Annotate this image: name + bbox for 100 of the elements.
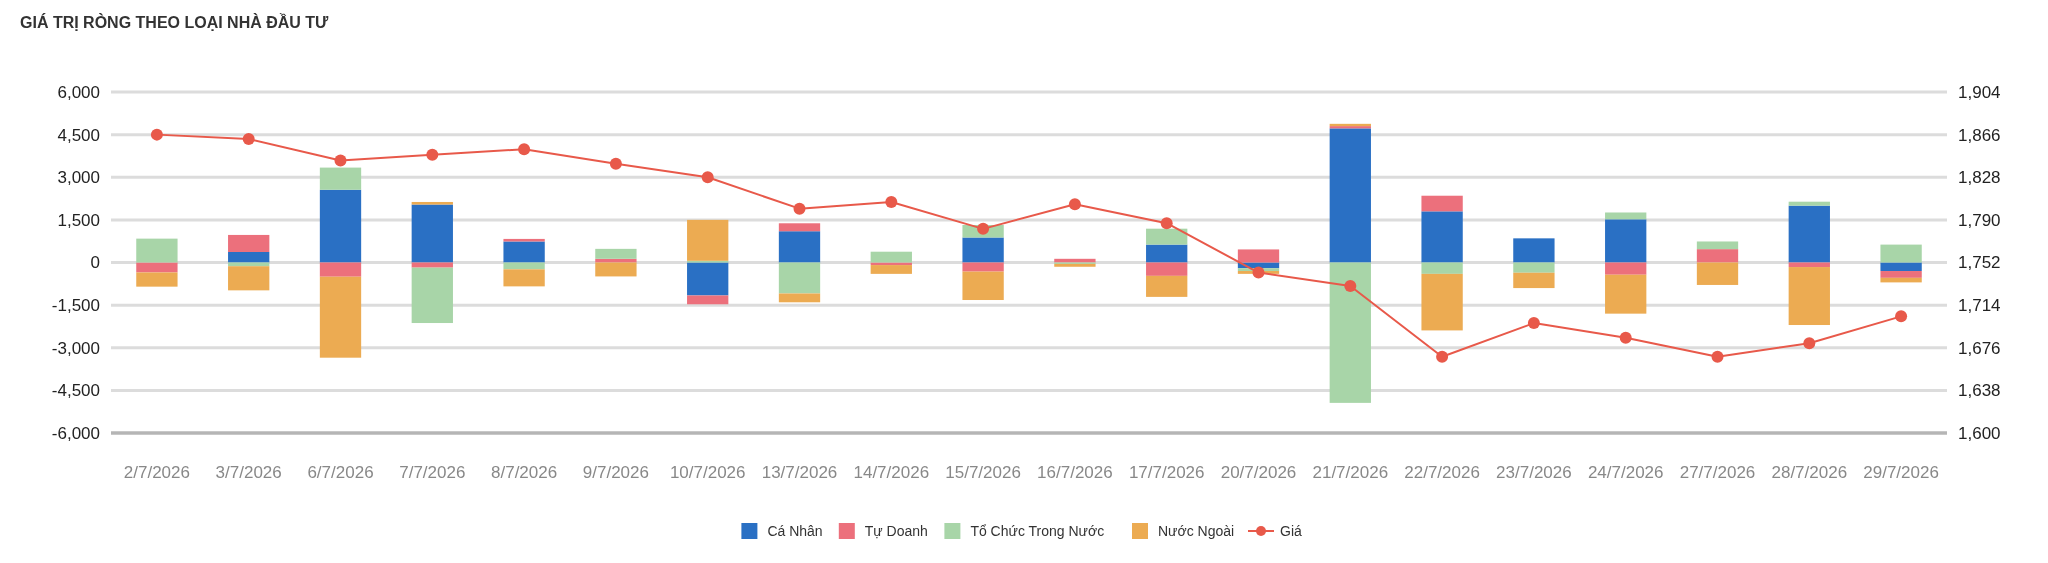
bar: [1880, 271, 1922, 278]
bar: [1605, 274, 1647, 314]
x-tick-label: 13/7/2026: [761, 463, 838, 482]
bar: [411, 201, 453, 205]
point: [426, 148, 439, 161]
y2-tick-label: 1,752: [1958, 253, 2001, 273]
y2-tick-label: 1,714: [1958, 296, 2001, 316]
y2-tick-label: 1,600: [1958, 423, 2001, 443]
bar: [411, 204, 453, 263]
legend-label: Cá Nhân: [767, 522, 823, 539]
point: [150, 128, 163, 141]
chart-title: GIÁ TRỊ RÒNG THEO LOẠI NHÀ ĐẦU TƯ: [20, 13, 330, 31]
bar: [136, 238, 178, 263]
bar: [1880, 262, 1922, 272]
legend-label: Tự Doanh: [864, 522, 928, 539]
point: [242, 133, 255, 146]
x-tick-label: 15/7/2026: [945, 463, 1021, 482]
bar: [228, 251, 270, 263]
bar: [1513, 262, 1555, 273]
bar: [1788, 267, 1830, 326]
point: [1527, 317, 1540, 330]
bar: [1696, 249, 1739, 263]
x-tick-label: 23/7/2026: [1496, 463, 1572, 482]
y2-tick-label: 1,828: [1958, 168, 2001, 188]
point: [1895, 310, 1908, 323]
bar: [1880, 244, 1922, 263]
bar: [1054, 258, 1096, 263]
x-tick-label: 27/7/2026: [1679, 463, 1756, 482]
bar: [962, 262, 1004, 272]
point: [1252, 266, 1265, 279]
bar: [411, 267, 453, 324]
point: [977, 222, 990, 235]
bar: [1605, 219, 1647, 263]
bar: [1513, 238, 1555, 263]
x-tick-label: 10/7/2026: [669, 463, 746, 482]
bar: [778, 293, 821, 303]
bar: [595, 262, 637, 277]
bar: [1421, 262, 1463, 274]
bar: [1605, 212, 1647, 220]
bar: [1696, 262, 1739, 285]
bar: [1605, 262, 1647, 275]
x-tick-label: 6/7/2026: [307, 463, 374, 482]
x-tick-label: 16/7/2026: [1037, 463, 1113, 482]
bar: [1237, 249, 1280, 263]
x-tick-label: 28/7/2026: [1771, 463, 1848, 482]
point: [885, 195, 898, 208]
point: [1068, 198, 1081, 211]
y2-tick-label: 1,790: [1958, 210, 2001, 230]
bar: [1329, 128, 1371, 263]
bar: [870, 251, 912, 263]
bar: [870, 265, 912, 274]
y-tick-label: 4,500: [57, 125, 100, 145]
bar: [1329, 262, 1371, 403]
point: [1160, 217, 1173, 230]
point: [1711, 350, 1724, 363]
x-tick-label: 9/7/2026: [582, 463, 649, 482]
bar: [503, 269, 545, 287]
bar: [1421, 273, 1463, 331]
y-tick-label: 1,500: [57, 210, 100, 230]
point: [701, 171, 714, 184]
y2-tick-label: 1,866: [1958, 125, 2001, 145]
y-tick-label: -4,500: [51, 381, 100, 401]
bar: [1788, 205, 1830, 263]
bar: [319, 189, 362, 263]
bar: [319, 276, 362, 358]
x-tick-label: 21/7/2026: [1312, 463, 1389, 482]
bar: [136, 272, 178, 287]
bar: [319, 167, 362, 190]
bar: [411, 262, 453, 268]
x-tick-label: 24/7/2026: [1587, 463, 1664, 482]
y2-tick-label: 1,676: [1958, 338, 2001, 358]
x-tick-label: 2/7/2026: [123, 463, 190, 482]
y-tick-label: 0: [90, 253, 100, 273]
point: [793, 202, 806, 215]
point: [334, 154, 347, 167]
y-tick-label: -1,500: [51, 296, 100, 316]
x-tick-label: 8/7/2026: [491, 463, 558, 482]
y-tick-label: -3,000: [51, 338, 100, 358]
point: [1619, 331, 1632, 344]
point: [1803, 337, 1816, 350]
bar: [687, 262, 729, 296]
y-tick-label: 6,000: [57, 82, 100, 102]
bar: [778, 223, 821, 232]
y-tick-label: 3,000: [57, 168, 100, 188]
bar: [1146, 244, 1188, 263]
bar: [1513, 272, 1555, 289]
legend-label: Tổ Chức Trong Nước: [970, 522, 1105, 539]
y-tick-label: -6,000: [51, 423, 100, 443]
bar: [962, 237, 1004, 263]
bar: [1146, 275, 1188, 297]
point: [1436, 350, 1449, 363]
bar: [1696, 241, 1739, 250]
x-tick-label: 17/7/2026: [1128, 463, 1205, 482]
x-tick-label: 7/7/2026: [399, 463, 466, 482]
x-tick-label: 20/7/2026: [1220, 463, 1297, 482]
bar: [1146, 228, 1188, 245]
point: [609, 157, 622, 170]
bar: [595, 258, 637, 263]
bar: [228, 266, 270, 291]
legend-label: Nước Ngoài: [1158, 522, 1235, 539]
